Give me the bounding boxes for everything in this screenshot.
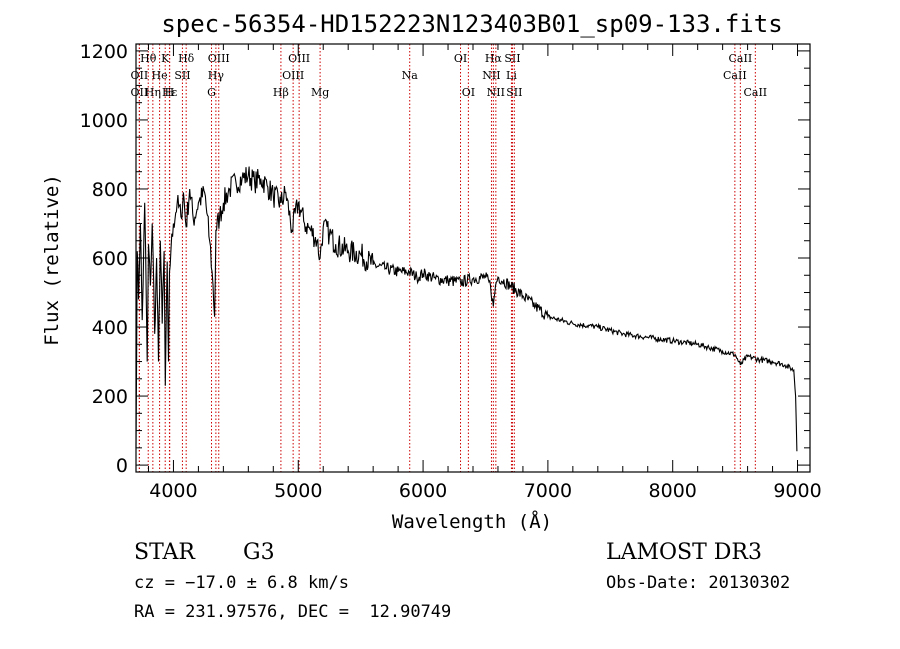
y-tick-label: 200 bbox=[92, 386, 128, 408]
line-marker-label: He bbox=[152, 69, 168, 82]
line-marker-label: Li bbox=[506, 69, 517, 82]
survey-name: LAMOST DR3 bbox=[606, 540, 762, 565]
x-tick-label: 4000 bbox=[149, 480, 197, 502]
x-tick-label: 6000 bbox=[399, 480, 447, 502]
line-marker-label: OIII bbox=[282, 69, 304, 82]
line-marker-label: OIII bbox=[288, 52, 310, 65]
object-class: STAR bbox=[134, 540, 195, 565]
line-marker-label: Hη bbox=[145, 86, 161, 99]
redshift-value: cz = −17.0 ± 6.8 km/s bbox=[134, 573, 349, 593]
line-marker-label: OI bbox=[462, 86, 475, 99]
x-tick-label: 5000 bbox=[274, 480, 322, 502]
line-marker-label: NII bbox=[487, 86, 505, 99]
subclass: G3 bbox=[243, 540, 275, 565]
line-marker-label: OII bbox=[131, 86, 149, 99]
line-marker-label: OI bbox=[454, 52, 467, 65]
y-tick-label: 800 bbox=[92, 179, 128, 201]
spectrum-series bbox=[135, 166, 798, 452]
line-marker-label: Hθ bbox=[140, 52, 157, 65]
y-tick-label: 1200 bbox=[80, 41, 128, 63]
line-marker-label: SII bbox=[504, 52, 520, 65]
y-tick-label: 0 bbox=[116, 455, 128, 477]
line-marker-label: CaII bbox=[743, 86, 767, 99]
x-tick-label: 7000 bbox=[524, 480, 572, 502]
line-marker-label: Mg bbox=[311, 86, 329, 99]
y-axis-label: Flux (relative) bbox=[41, 174, 63, 346]
line-marker-label: G bbox=[207, 86, 216, 99]
y-tick-label: 400 bbox=[92, 317, 128, 339]
line-marker-label: CaII bbox=[723, 69, 747, 82]
axes: 4000 5000 6000 7000 8000 9000 0 200 400 600 800 100… bbox=[80, 41, 822, 502]
line-marker-label: NII bbox=[482, 69, 500, 82]
chart-title: spec-56354-HD152223N123403B01_sp09-133.f… bbox=[161, 10, 782, 38]
line-marker-label: H bbox=[165, 86, 175, 99]
observation-date: Obs-Date: 20130302 bbox=[606, 573, 791, 593]
line-marker-label: Hγ bbox=[208, 69, 225, 82]
line-marker-label: Hε bbox=[162, 86, 178, 99]
x-tick-label: 9000 bbox=[773, 480, 821, 502]
line-marker-label: Hα bbox=[485, 52, 503, 65]
coordinates: RA = 231.97576, DEC = 12.90749 bbox=[134, 602, 452, 622]
line-marker-label: SII bbox=[174, 69, 190, 82]
y-tick-label: 600 bbox=[92, 248, 128, 270]
y-tick-label: 1000 bbox=[80, 110, 128, 132]
x-axis-label: Wavelength (Å) bbox=[392, 510, 552, 533]
line-marker-label: Na bbox=[402, 69, 419, 82]
line-marker-label: Hβ bbox=[273, 86, 289, 99]
line-marker-label: SII bbox=[506, 86, 522, 99]
line-marker-label: Hδ bbox=[178, 52, 195, 65]
plot-frame bbox=[135, 43, 811, 473]
line-marker-label: CaII bbox=[729, 52, 753, 65]
x-tick-label: 8000 bbox=[649, 480, 697, 502]
line-marker-label: K bbox=[161, 52, 170, 65]
spectrum-line bbox=[135, 166, 798, 452]
line-marker-label: OIII bbox=[208, 52, 230, 65]
